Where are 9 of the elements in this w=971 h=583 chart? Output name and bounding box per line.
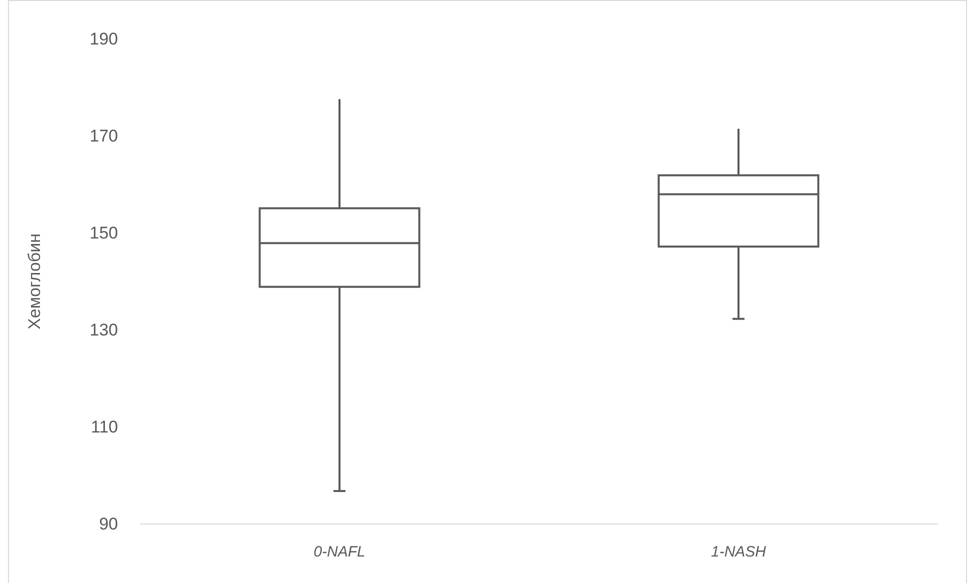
x-tick-label: 1-NASH: [710, 544, 766, 561]
y-tick-label: 110: [90, 417, 118, 436]
y-tick-label: 190: [90, 29, 118, 48]
x-tick-label: 0-NAFL: [314, 544, 366, 561]
y-tick-label: 170: [90, 126, 118, 146]
y-tick-label: 150: [90, 223, 118, 242]
y-tick-label: 130: [90, 320, 118, 340]
y-axis-title: Хемоглобин: [25, 234, 44, 330]
y-tick-label: 90: [99, 514, 118, 534]
